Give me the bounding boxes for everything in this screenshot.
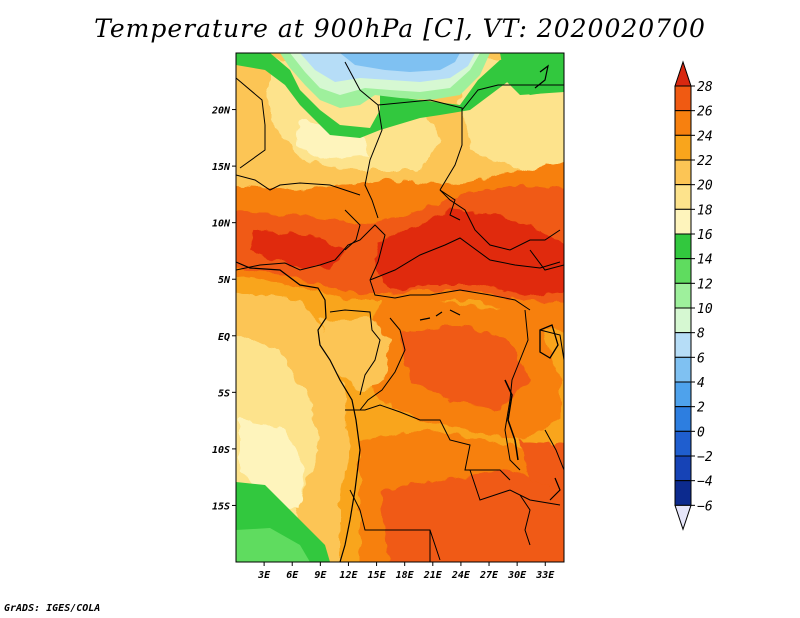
colorbar-swatch [674,184,692,210]
colorbar-swatch [674,233,692,260]
colorbar-label: 22 [697,154,713,169]
lon-tick-label: 27E [479,570,499,581]
temperature-field [236,53,564,562]
colorbar-label: 18 [697,203,713,218]
lon-tick-label: 3E [257,570,271,581]
colorbar-swatch [674,258,692,284]
lat-tick-label: 10S [212,445,230,456]
colorbar-label: 4 [697,376,705,391]
map-title: Temperature at 900hPa [C], VT: 202002070… [94,14,706,43]
colorbar-swatch [674,356,692,383]
country-borders [236,61,564,562]
lon-tick-label: 18E [396,570,415,581]
colorbar-label: 20 [697,179,713,194]
lon-tick-label: 21E [423,570,443,581]
colorbar-swatch [674,159,692,186]
lon-tick-label: 9E [314,570,327,581]
lat-tick-label: 5S [218,388,230,399]
colorbar-swatch [674,430,692,457]
lat-tick-label: 20N [211,106,231,117]
colorbar-label: 14 [697,253,713,268]
colorbar-swatch [674,208,692,235]
latitude-axis: 20N 15N 10N 5N EQ 5S 10S 15S [211,106,236,512]
lon-tick-label: 12E [339,570,358,581]
colorbar-swatch [674,406,692,432]
colorbar-top-arrow [674,60,692,87]
colorbar-swatch [674,381,692,408]
colorbar-swatch [674,455,692,482]
lon-tick-label: 30E [507,570,527,581]
colorbar-swatch [674,85,692,112]
colorbar-label: 16 [697,228,713,243]
colorbar-label: 0 [697,425,705,440]
colorbar-swatch [674,134,692,161]
colorbar-swatch [674,282,692,309]
colorbar-swatch [674,110,692,136]
colorbar-label: 6 [697,351,705,366]
colorbar-label: 24 [697,129,713,144]
colorbar-label: 10 [697,302,713,317]
colorbar-label: −4 [697,475,713,490]
lat-tick-label: 5N [218,275,231,286]
colorbar-swatch [674,307,692,334]
colorbar-swatch [674,332,692,358]
lon-tick-label: 24E [451,570,471,581]
lon-tick-label: 33E [535,570,555,581]
colorbar-label: 26 [697,105,713,120]
colorbar-bottom-arrow [674,504,692,531]
grads-credit: GrADS: IGES/COLA [4,603,101,614]
colorbar-label: −6 [697,499,713,514]
lat-tick-label: 15S [212,501,230,512]
lon-tick-label: 6E [286,570,299,581]
lat-tick-label: EQ [218,332,230,343]
longitude-axis: 3E 6E 9E 12E 15E 18E 21E 24E 27E 30E 33E [257,562,555,581]
lat-tick-label: 10N [212,219,231,230]
colorbar-label: 2 [697,401,705,416]
lon-tick-label: 15E [368,570,387,581]
colorbar-swatch [674,480,692,506]
colorbar-label: 8 [697,327,705,342]
colorbar-label: 12 [697,277,713,292]
colorbar-label: −2 [697,450,713,465]
map-frame [235,52,565,563]
lat-tick-label: 15N [212,162,231,173]
colorbar-label: 28 [697,80,713,95]
